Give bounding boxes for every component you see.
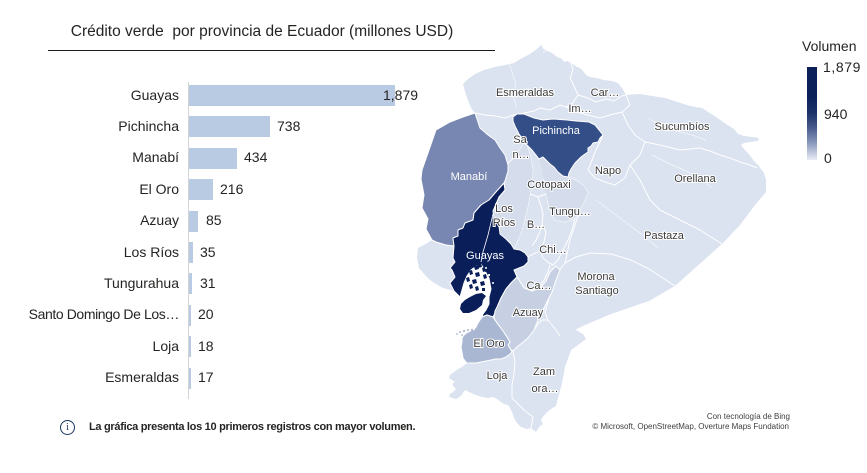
svg-text:Ca…: Ca… bbox=[526, 280, 551, 292]
svg-text:Santiago: Santiago bbox=[575, 285, 618, 297]
svg-text:Guayas: Guayas bbox=[466, 250, 504, 262]
svg-text:Chi…: Chi… bbox=[539, 244, 567, 256]
svg-text:Orellana: Orellana bbox=[674, 173, 716, 185]
svg-text:Car…: Car… bbox=[591, 87, 620, 99]
svg-text:Pichincha: Pichincha bbox=[532, 125, 581, 137]
svg-text:B…: B… bbox=[527, 219, 545, 231]
svg-text:Napo: Napo bbox=[595, 165, 621, 177]
svg-text:Im…: Im… bbox=[568, 103, 591, 115]
svg-text:Morona: Morona bbox=[577, 271, 615, 283]
svg-text:Tungu…: Tungu… bbox=[549, 206, 591, 218]
svg-text:ora…: ora… bbox=[532, 383, 559, 395]
svg-text:Zam: Zam bbox=[533, 366, 555, 378]
svg-text:Cotopaxi: Cotopaxi bbox=[527, 179, 570, 191]
svg-text:El Oro: El Oro bbox=[473, 338, 504, 350]
svg-text:Loja: Loja bbox=[487, 370, 509, 382]
svg-text:n…: n… bbox=[512, 149, 529, 161]
svg-text:Sa: Sa bbox=[513, 134, 527, 146]
svg-text:Los: Los bbox=[495, 203, 513, 215]
svg-text:Sucumbíos: Sucumbíos bbox=[654, 121, 710, 133]
svg-text:Esmeraldas: Esmeraldas bbox=[496, 87, 555, 99]
svg-text:Azuay: Azuay bbox=[513, 307, 544, 319]
svg-text:Pastaza: Pastaza bbox=[644, 230, 685, 242]
svg-text:Manabí: Manabí bbox=[451, 171, 488, 183]
svg-text:Ríos: Ríos bbox=[493, 217, 516, 229]
